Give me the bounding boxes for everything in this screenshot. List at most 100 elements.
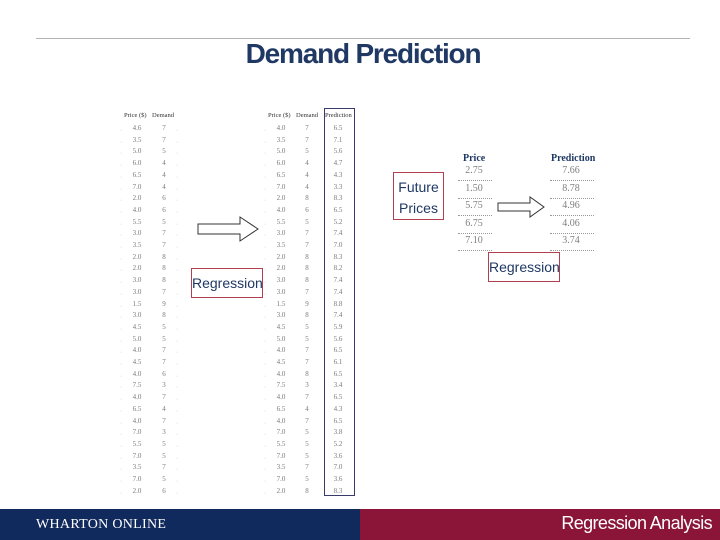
left-demand-cell: 7 — [162, 241, 166, 249]
future-prediction-cell: 4.96 — [562, 200, 580, 211]
left-price-cell: 7.0 — [132, 428, 142, 437]
dot-leader: · — [176, 397, 178, 404]
dot-leader: · — [120, 163, 122, 170]
mid-demand-cell: 7 — [305, 358, 309, 366]
dot-leader: · — [120, 432, 122, 439]
mid-prediction-cell: 6.5 — [333, 369, 343, 378]
mid-demand-cell: 5 — [305, 451, 309, 460]
mid-demand-cell: 4 — [305, 170, 309, 179]
left-demand-cell: 9 — [162, 299, 166, 308]
left-demand-cell: 8 — [162, 252, 166, 261]
dot-leader: · — [120, 326, 122, 333]
future-prediction-cell: 4.06 — [562, 217, 580, 229]
mid-demand-cell: 7 — [305, 346, 309, 355]
mid-demand-cell: 8 — [305, 252, 309, 261]
left-price-cell: 2.0 — [132, 194, 142, 203]
mid-prediction-cell: 3.8 — [333, 428, 343, 437]
mid-demand-cell: 7 — [305, 229, 309, 238]
left-price-cell: 2.0 — [132, 252, 142, 261]
dot-leader: · — [120, 186, 122, 193]
left-demand-cell: 5 — [162, 334, 166, 343]
left-demand-cell: 5 — [162, 147, 166, 156]
left-demand-cell: 4 — [162, 159, 166, 168]
left-demand-cell: 7 — [162, 346, 166, 355]
left-demand-cell: 5 — [162, 451, 166, 460]
left-price-cell: 5.0 — [132, 147, 142, 156]
left-price-cell: 4.0 — [132, 346, 142, 355]
mid-price-cell: 7.0 — [276, 428, 286, 437]
dot-leader: · — [120, 128, 122, 134]
dot-leader: · — [264, 256, 266, 263]
dot-leader: · — [264, 338, 266, 345]
dot-leader: · — [264, 198, 266, 205]
dot-leader: · — [120, 256, 122, 263]
mid-demand-cell: 9 — [305, 299, 309, 308]
mid-demand-cell: 5 — [305, 334, 309, 343]
mid-price-cell: 3.0 — [276, 229, 286, 238]
mid-prediction-cell: 8.8 — [333, 299, 343, 308]
left-demand-cell: 7 — [162, 358, 166, 366]
mid-price-cell: 1.5 — [276, 299, 286, 308]
dot-leader: · — [176, 198, 178, 205]
future-header-prediction: Prediction — [551, 153, 596, 164]
left-header-demand: Demand — [152, 112, 175, 119]
dot-leader: · — [120, 397, 122, 404]
slide-title: Demand Prediction — [245, 38, 482, 69]
left-demand-cell: 7 — [162, 229, 166, 238]
dot-leader: · — [176, 209, 178, 216]
left-demand-cell: 5 — [162, 322, 166, 331]
mid-price-cell: 6.5 — [276, 170, 286, 179]
mid-demand-cell: 5 — [305, 475, 309, 483]
dot-leader: · — [264, 315, 266, 322]
mid-header-price: Price ($) — [268, 112, 291, 119]
mid-demand-cell: 5 — [305, 428, 309, 437]
mid-prediction-cell: 3.3 — [333, 182, 343, 191]
mid-demand-cell: 5 — [305, 322, 309, 331]
dot-leader: · — [120, 280, 122, 287]
dot-leader: · — [176, 350, 178, 357]
future-price-cell: 6.75 — [465, 217, 483, 229]
mid-prediction-cell: 8.2 — [333, 264, 343, 273]
mid-prediction-cell: 5.6 — [333, 334, 343, 343]
future-price-cell: 1.50 — [465, 182, 483, 194]
mid-price-cell: 4.5 — [276, 322, 286, 331]
dot-leader: · — [120, 479, 122, 485]
left-demand-cell: 6 — [162, 486, 166, 495]
footer-right-band: Regression Analysis — [360, 509, 720, 540]
dot-leader: · — [176, 303, 178, 310]
dot-leader: · — [264, 139, 266, 146]
dot-leader: · — [264, 151, 266, 158]
dot-leader: · — [264, 291, 266, 298]
mid-price-cell: 4.0 — [276, 124, 286, 132]
mid-prediction-cell: 5.2 — [333, 217, 343, 226]
left-price-cell: 4.0 — [132, 393, 142, 402]
mid-prediction-cell: 7.0 — [333, 241, 343, 249]
mid-demand-cell: 7 — [305, 416, 309, 425]
mid-prediction-cell: 4.3 — [333, 170, 343, 179]
mid-demand-cell: 7 — [305, 135, 309, 144]
dot-leader: · — [176, 163, 178, 170]
mid-demand-cell: 8 — [305, 369, 309, 378]
dot-leader: · — [176, 362, 178, 368]
mid-demand-cell: 4 — [305, 182, 309, 191]
mid-prediction-cell: 8.3 — [333, 194, 343, 203]
dot-leader: · — [176, 432, 178, 439]
dot-leader: · — [176, 443, 178, 450]
dot-leader: · — [264, 303, 266, 310]
mid-prediction-cell: 3.6 — [333, 475, 343, 483]
future-prices-line2: Prices — [399, 200, 438, 216]
left-price-cell: 1.5 — [132, 299, 142, 308]
mid-demand-cell: 7 — [305, 463, 309, 472]
row-separator — [458, 180, 492, 181]
future-prediction-cell: 3.74 — [562, 235, 580, 246]
row-separator — [550, 197, 594, 199]
dot-leader: · — [264, 163, 266, 170]
mid-demand-cell: 8 — [305, 194, 309, 203]
left-demand-cell: 5 — [162, 439, 166, 448]
dot-leader: · — [176, 338, 178, 345]
mid-price-cell: 5.0 — [276, 147, 286, 156]
mid-demand-cell: 7 — [305, 124, 309, 132]
dot-leader: · — [176, 479, 178, 485]
left-price-cell: 4.5 — [132, 358, 142, 366]
dot-leader: · — [120, 198, 122, 205]
